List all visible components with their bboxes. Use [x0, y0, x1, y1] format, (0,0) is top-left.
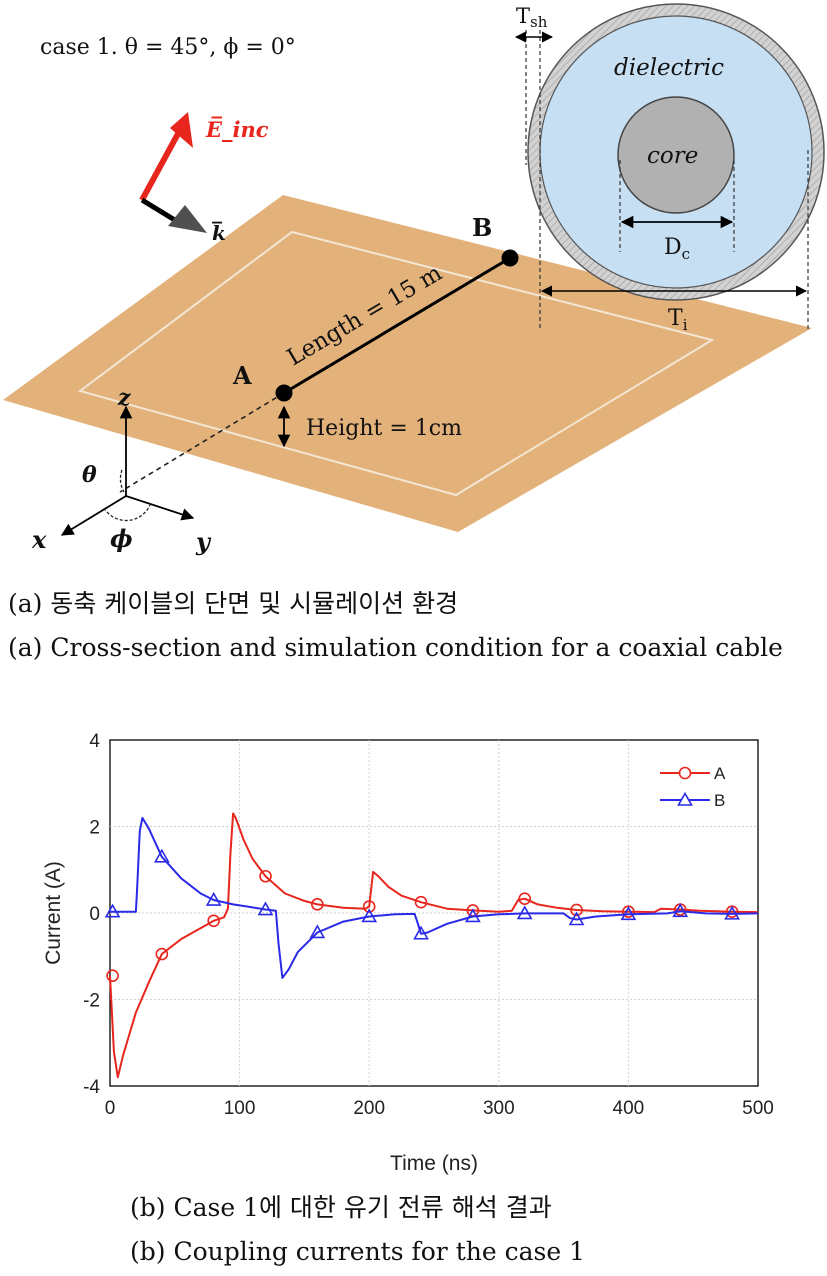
svg-text:Ti: Ti: [668, 306, 688, 334]
marker-b: [309, 924, 326, 939]
y-tick-label: 4: [89, 731, 100, 752]
svg-text:Dc: Dc: [664, 235, 690, 263]
legend-label-a: A: [714, 764, 726, 783]
y-tick-label: -2: [83, 991, 100, 1012]
k-label: k̅: [212, 220, 226, 245]
t-sh-subscript: sh: [530, 13, 548, 31]
core-label: core: [647, 143, 698, 169]
marker-b: [361, 908, 378, 923]
coordinate-axes: z x y θ ϕ: [31, 385, 212, 556]
grid: [110, 740, 758, 1086]
y-axis-label: Current (A): [42, 861, 65, 965]
dielectric-label: dielectric: [614, 55, 724, 81]
marker-a: [155, 947, 169, 961]
marker-a: [259, 869, 272, 883]
caption-b-kr: (b) Case 1에 대한 유기 전류 해석 결과: [130, 1193, 552, 1222]
marker-b: [724, 905, 740, 920]
cable-projection: [119, 392, 285, 493]
case-label: case 1. θ = 45°, ϕ = 0°: [40, 35, 296, 60]
x-ticks: 0 100 200 300 400 500: [105, 1098, 774, 1119]
x-axis-label: Time (ns): [390, 1152, 478, 1175]
legend-marker-a: [678, 766, 692, 780]
marker-b: [620, 906, 637, 921]
e-inc-label: E̅_inc: [205, 117, 269, 142]
svg-text:Tsh: Tsh: [516, 4, 548, 31]
t-sh-label: T: [516, 4, 530, 28]
marker-b: [153, 848, 170, 863]
point-b-label: B: [472, 213, 492, 242]
x-tick-label: 500: [742, 1098, 774, 1119]
legend-label-b: B: [714, 791, 725, 810]
marker-a: [414, 895, 428, 909]
incident-field-vectors: E̅_inc k̅: [139, 112, 269, 245]
point-a-label: A: [232, 361, 252, 390]
ground-plane-inner-border: [77, 230, 715, 497]
marker-a: [207, 914, 220, 928]
theta-label: θ: [82, 462, 97, 488]
marker-b: [516, 905, 533, 920]
y-tick-label: 0: [89, 904, 100, 925]
legend-marker-b: [677, 791, 693, 806]
e-field-arrow-icon: [170, 112, 193, 148]
x-tick-label: 0: [105, 1098, 116, 1119]
series-line-b: [110, 816, 759, 979]
d-c-label: D: [664, 235, 682, 260]
schematic: case 1. θ = 45°, ϕ = 0° E̅_inc k̅ A B Le…: [3, 3, 825, 556]
cable-line: [283, 256, 511, 395]
caption-b-en: (b) Coupling currents for the case 1: [130, 1237, 585, 1266]
marker-b: [205, 891, 222, 906]
marker-a: [518, 892, 532, 906]
series: [104, 812, 759, 1079]
axis-z-label: z: [117, 385, 131, 411]
point-a-marker: [275, 384, 293, 402]
core-region: [617, 96, 735, 214]
marker-b: [413, 925, 429, 940]
t-i-subscript: i: [683, 316, 688, 334]
k-vector-arrow-icon: [168, 205, 207, 233]
marker-a: [362, 900, 376, 913]
axis-x-label: x: [31, 525, 47, 554]
marker-a: [106, 969, 119, 983]
x-tick-label: 100: [224, 1098, 256, 1119]
phi-label: ϕ: [110, 524, 133, 553]
marker-b: [672, 903, 689, 918]
caption-a-en: (a) Cross-section and simulation conditi…: [8, 633, 783, 662]
y-tick-label: 2: [89, 818, 100, 839]
marker-b: [257, 901, 274, 916]
marker-b: [465, 908, 481, 923]
y-ticks: -4 -2 0 2 4: [83, 731, 100, 1098]
current-chart: 0 100 200 300 400 500 -4 -2 0 2 4 Time (ns) Curre…: [42, 731, 774, 1175]
x-tick-label: 200: [353, 1098, 385, 1119]
marker-a: [311, 898, 324, 911]
axis-y-label: y: [195, 527, 212, 556]
marker-b: [104, 903, 121, 918]
legend: AB: [660, 764, 726, 810]
point-b-marker: [501, 249, 519, 267]
series-line-a: [109, 812, 759, 1079]
x-tick-label: 400: [613, 1098, 645, 1119]
marker-a: [570, 903, 583, 917]
caption-a-kr: (a) 동축 케이블의 단면 및 시뮬레이션 환경: [8, 589, 458, 618]
t-i-label: T: [668, 306, 683, 331]
coax-cross-section: dielectric core Tsh Dc Ti: [514, 3, 825, 334]
height-label: Height = 1cm: [306, 416, 462, 441]
d-c-subscript: c: [682, 245, 690, 263]
x-tick-label: 300: [483, 1098, 515, 1119]
marker-b: [568, 911, 585, 926]
y-tick-label: -4: [83, 1077, 100, 1098]
